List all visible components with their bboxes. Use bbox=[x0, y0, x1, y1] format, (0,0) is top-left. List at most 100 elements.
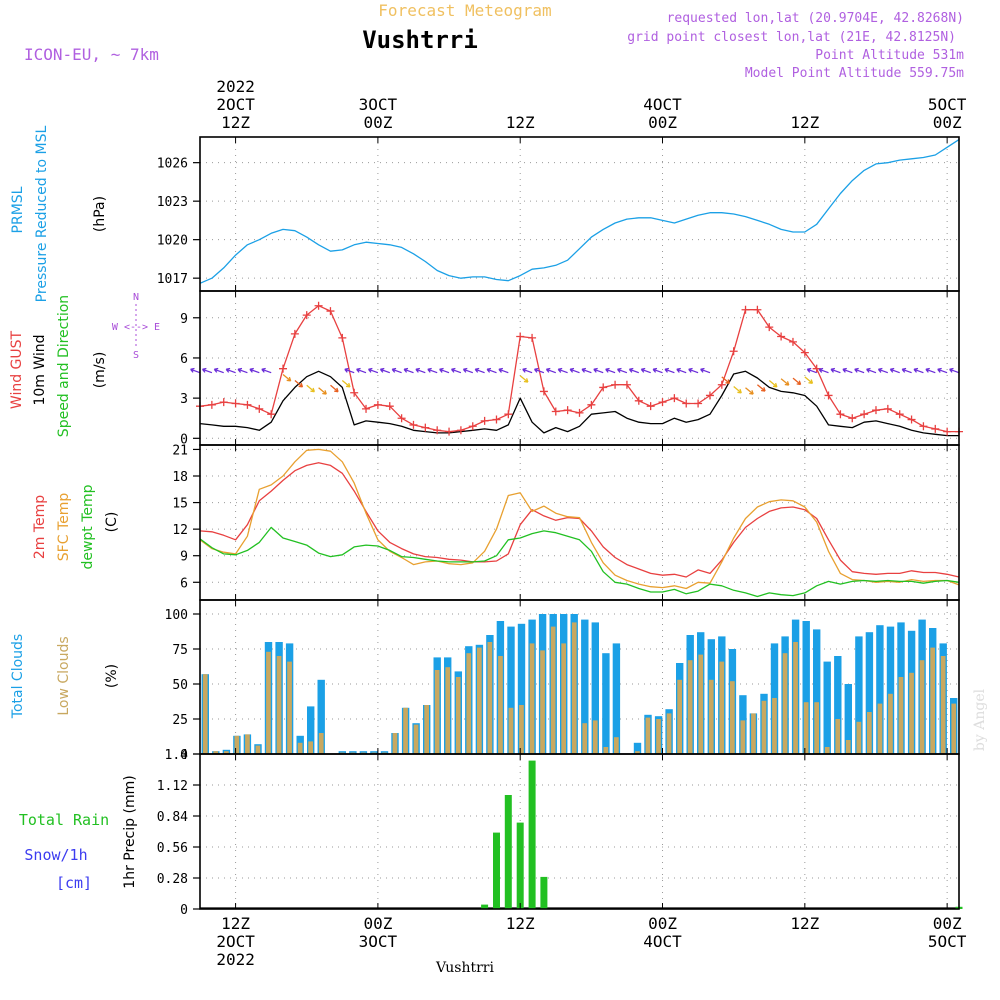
wind-gust-marker bbox=[373, 400, 382, 409]
y-tick-label: 1026 bbox=[157, 157, 188, 172]
wind-gust-marker bbox=[338, 333, 347, 342]
low-clouds-bar bbox=[224, 751, 229, 754]
wind-gust-marker bbox=[753, 305, 762, 314]
low-clouds-bar bbox=[730, 681, 735, 754]
y-tick-label: 1.4 bbox=[165, 748, 189, 763]
wind-gust-marker bbox=[741, 305, 750, 314]
low-clouds-bar bbox=[529, 643, 535, 754]
low-clouds-bar bbox=[561, 643, 566, 754]
wind-direction-arrow bbox=[768, 380, 778, 388]
top-time-label: 3OCT bbox=[359, 95, 398, 114]
total-clouds-bar bbox=[865, 632, 874, 754]
low-clouds-bar bbox=[888, 693, 893, 754]
wind-gust-marker bbox=[670, 394, 679, 403]
low-clouds-bar bbox=[434, 670, 440, 754]
low-clouds-bar bbox=[856, 721, 862, 754]
wind-gust-marker bbox=[219, 398, 228, 407]
low-clouds-bar bbox=[898, 677, 904, 754]
wind-gust-marker bbox=[658, 398, 667, 407]
wind-direction-label: Speed and Direction bbox=[56, 295, 72, 437]
wind-direction-arrow bbox=[688, 367, 699, 374]
low-clouds-bar bbox=[835, 719, 841, 754]
bottom-time-label: 12Z bbox=[506, 914, 535, 933]
wind-gust-marker bbox=[919, 422, 928, 431]
wind-gust-marker bbox=[279, 364, 288, 373]
low-clouds-bar bbox=[245, 734, 250, 754]
wind-gust-marker bbox=[421, 423, 430, 432]
top-time-label: 5OCT bbox=[928, 95, 967, 114]
wind-direction-arrow bbox=[721, 376, 731, 384]
wind-direction-arrow bbox=[605, 367, 616, 374]
wind-direction-arrow bbox=[700, 367, 711, 374]
wind-gust-marker bbox=[302, 311, 311, 320]
bottom-time-label: 4OCT bbox=[643, 932, 682, 951]
rain-bar bbox=[493, 832, 500, 909]
wind-gust-marker bbox=[480, 416, 489, 425]
bottom-time-label: 12Z bbox=[221, 914, 250, 933]
low-clouds-bar bbox=[413, 724, 419, 754]
low-clouds-bar bbox=[550, 626, 556, 754]
top-time-label: 12Z bbox=[221, 113, 250, 132]
low-clouds-bar bbox=[266, 651, 271, 754]
wind-gust-marker bbox=[551, 407, 560, 416]
panel-frame-temp bbox=[199, 444, 960, 601]
low-clouds-bar bbox=[445, 667, 451, 754]
low-clouds-bar bbox=[645, 717, 651, 754]
wind-direction-arrow bbox=[462, 367, 474, 374]
model-name: ICON-EU, ~ 7km bbox=[24, 45, 159, 64]
wind-gust-marker bbox=[433, 426, 442, 435]
low-clouds-bar bbox=[213, 751, 219, 754]
wind-direction-arrow bbox=[450, 367, 462, 374]
low-clouds-bar bbox=[424, 705, 429, 754]
bottom-time-label: 12Z bbox=[790, 914, 819, 933]
y-tick-label: 1.12 bbox=[157, 779, 188, 794]
y-tick-label: 3 bbox=[180, 392, 188, 407]
low-clouds-bar bbox=[677, 679, 682, 754]
y-tick-label: 12 bbox=[172, 523, 188, 538]
low-clouds-bar bbox=[909, 672, 914, 754]
wind-direction-arrow bbox=[367, 367, 379, 374]
wind-gust-marker bbox=[943, 427, 952, 436]
bottom-time-label: 00Z bbox=[363, 914, 392, 933]
y-tick-label: 18 bbox=[172, 470, 188, 485]
wind-direction-arrow bbox=[676, 367, 687, 374]
wind-gust-marker bbox=[326, 307, 335, 316]
rain-bar bbox=[504, 795, 512, 909]
wind-direction-arrow bbox=[356, 367, 367, 374]
wind-gust-marker bbox=[907, 415, 916, 424]
total-clouds-bar bbox=[823, 661, 831, 754]
temp-label: 2m Temp bbox=[32, 495, 48, 559]
wind-direction-arrow bbox=[318, 387, 327, 395]
wind-gust-marker bbox=[729, 347, 738, 356]
y-tick-label: 50 bbox=[172, 678, 188, 693]
wind-direction-arrow bbox=[379, 367, 391, 374]
arrow-legend-north: N bbox=[133, 292, 139, 303]
total-clouds-bar bbox=[517, 623, 526, 754]
bottom-time-label: 2OCT bbox=[216, 932, 255, 951]
wind-gust-marker bbox=[504, 410, 513, 419]
wind-direction-arrow bbox=[569, 367, 580, 374]
chart-title: Forecast Meteogram bbox=[378, 1, 551, 20]
wind-direction-arrow bbox=[901, 367, 912, 374]
wind-direction-arrow bbox=[190, 367, 201, 374]
wind-direction-arrow bbox=[652, 367, 663, 374]
clouds-unit: (%) bbox=[104, 664, 120, 688]
wind-gust-marker bbox=[634, 396, 643, 405]
credit-watermark: by Angel bbox=[972, 688, 988, 751]
low-clouds-bar bbox=[845, 740, 851, 754]
total-clouds-bar bbox=[876, 625, 884, 754]
wind-direction-arrow bbox=[756, 384, 766, 392]
arrow-legend-south: S bbox=[133, 350, 139, 361]
low-clouds-bar bbox=[603, 747, 609, 754]
low-clouds-bar bbox=[455, 677, 461, 754]
wind-gust-marker bbox=[445, 427, 454, 436]
wind-gust-marker bbox=[824, 391, 833, 400]
wind-gust-marker bbox=[409, 420, 418, 429]
wind-direction-arrow bbox=[628, 367, 640, 374]
model-point-altitude: Model Point Altitude 559.75m bbox=[745, 66, 964, 81]
point-altitude: Point Altitude 531m bbox=[815, 48, 964, 63]
y-tick-label: 6 bbox=[180, 576, 188, 591]
low-clouds-bar bbox=[803, 702, 809, 754]
low-clouds-bar bbox=[592, 720, 598, 754]
precip-unit: 1hr Precip (mm) bbox=[122, 775, 138, 888]
